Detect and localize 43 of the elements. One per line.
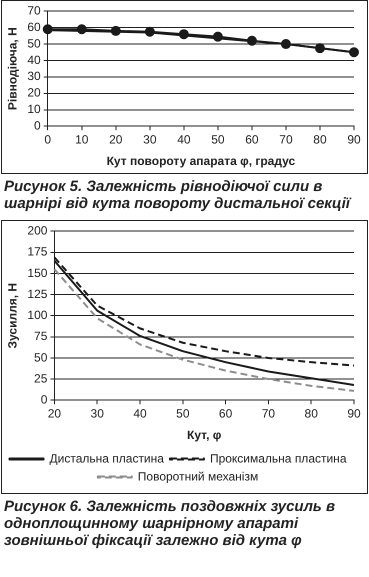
y-tick-label: 70 bbox=[27, 4, 42, 18]
y-tick-label: 20 bbox=[27, 86, 42, 100]
y-tick-label: 175 bbox=[27, 244, 48, 259]
legend-label: Поворотний механізм bbox=[138, 469, 258, 484]
y-axis-title: Рівнодіюча, Н bbox=[6, 27, 20, 110]
x-tick-label: 10 bbox=[75, 132, 89, 147]
x-tick-label: 60 bbox=[218, 406, 233, 421]
y-tick-label: 0 bbox=[34, 118, 42, 133]
y-tick-label: 30 bbox=[27, 69, 42, 84]
y-tick-label: 50 bbox=[27, 36, 42, 50]
x-tick-label: 20 bbox=[109, 132, 123, 147]
y-tick-label: 10 bbox=[27, 102, 42, 116]
y-tick-label: 60 bbox=[27, 20, 42, 34]
x-axis-title: Кут повороту апарата φ, градус bbox=[106, 154, 296, 168]
x-tick-label: 70 bbox=[262, 406, 276, 421]
x-tick-label: 70 bbox=[279, 132, 293, 147]
y-tick-label: 40 bbox=[27, 52, 42, 67]
x-tick-label: 50 bbox=[176, 406, 190, 421]
text: Рисунок 5. Залежність рівнодіючої сили в шарнірі від кута повороту дистальної секції bbox=[4, 178, 352, 212]
x-tick-label: 40 bbox=[133, 406, 148, 421]
x-tick-label: 50 bbox=[211, 132, 225, 147]
y-tick-label: 25 bbox=[34, 371, 48, 386]
y-tick-label: 50 bbox=[34, 350, 48, 364]
x-tick-label: 20 bbox=[48, 406, 62, 421]
y-tick-label: 200 bbox=[27, 224, 48, 238]
x-tick-label: 80 bbox=[313, 132, 327, 147]
y-tick-label: 125 bbox=[27, 286, 48, 301]
y-axis-title: Зусилля, Н bbox=[6, 282, 20, 348]
y-tick-label: 100 bbox=[27, 308, 48, 322]
legend-label: Дистальна пластина bbox=[50, 451, 164, 466]
text: Рисунок 6. Залежність поздовжніх зусиль в одноплощинному шарнірному апараті зовнішньої фіксації залежно від кута φ bbox=[4, 498, 336, 549]
x-tick-label: 90 bbox=[347, 132, 361, 147]
x-tick-label: 30 bbox=[143, 132, 157, 147]
x-tick-label: 90 bbox=[347, 406, 361, 421]
x-axis-title: Кут, φ bbox=[187, 428, 222, 442]
legend-label: Проксимальна пластина bbox=[210, 451, 347, 466]
x-tick-label: 40 bbox=[177, 132, 191, 147]
x-tick-label: 30 bbox=[90, 406, 104, 421]
x-tick-label: 60 bbox=[245, 132, 259, 147]
y-tick-label: 150 bbox=[27, 266, 48, 280]
x-tick-label: 80 bbox=[304, 406, 318, 421]
y-tick-label: 75 bbox=[34, 329, 48, 344]
y-tick-label: 0 bbox=[40, 392, 48, 407]
